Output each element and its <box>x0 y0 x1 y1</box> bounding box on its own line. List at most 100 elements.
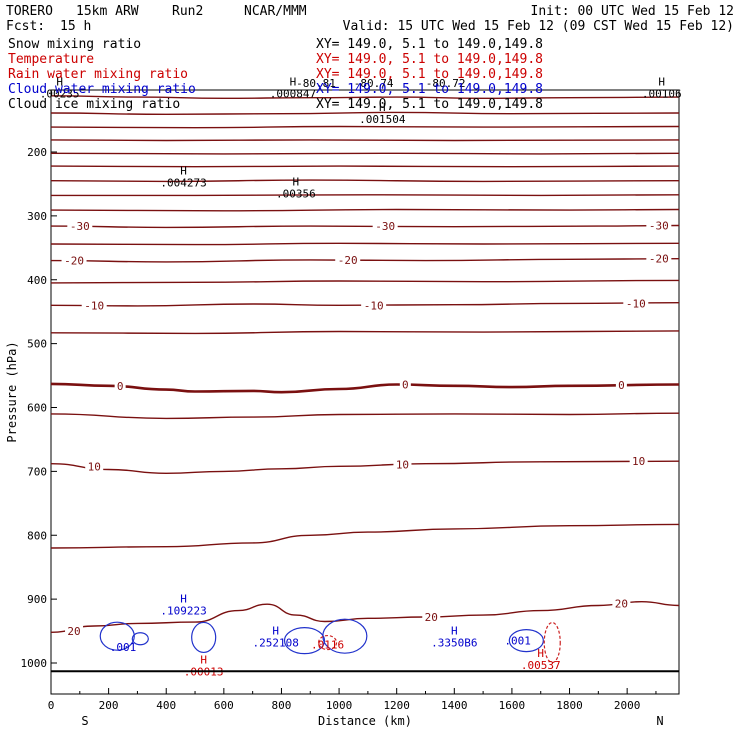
x-tick-label: 1600 <box>499 699 526 712</box>
temperature-contour-line <box>50 302 680 307</box>
temperature-contour-line <box>50 330 680 335</box>
y-tick-label: 600 <box>27 402 47 415</box>
x-tick-label: 1200 <box>383 699 410 712</box>
x-tick-label: 1000 <box>326 699 353 712</box>
contour-label: -20 <box>64 255 84 268</box>
maximum-symbol: H <box>180 165 187 178</box>
contour-label-bg <box>629 454 648 468</box>
temperature-contour-line <box>50 242 680 246</box>
x-axis: 0 200 400 600 800 1000 1200 1400 1600 1800 2000 <box>48 688 657 712</box>
temperature-contour-line <box>50 382 680 394</box>
temperature-contour-line <box>50 600 680 633</box>
temperature-contour-line <box>50 179 680 183</box>
contour-label-bg <box>361 298 387 312</box>
contour-label-bg <box>61 253 87 267</box>
valid-time: Valid: 15 UTC Wed 15 Feb 12 (09 CST Wed … <box>343 19 734 34</box>
maximum-value: .004273 <box>160 177 206 190</box>
x-tick-label: 400 <box>156 699 176 712</box>
hydrometeor-contour <box>283 627 326 655</box>
legend: Snow mixing ratio XY= 149.0, 5.1 to 149.0… <box>8 37 543 82</box>
model-name: TORERO <box>6 4 53 19</box>
y-tick-label: 300 <box>27 210 47 223</box>
maximum-symbol: H <box>658 75 665 88</box>
contour-label-bg <box>85 459 104 473</box>
plot-frame <box>50 89 680 695</box>
temperature-contour-line <box>51 194 680 197</box>
contour-label: -10 <box>84 299 104 312</box>
temperature-contour-line <box>50 125 680 129</box>
maximum-value: .252108 <box>253 637 299 650</box>
contour-label: -10 <box>364 299 384 312</box>
maximum-value: .00235 <box>40 87 80 100</box>
maximum-symbol: H <box>379 101 386 114</box>
temperature-contour-line <box>50 258 680 263</box>
maximum-symbol: H <box>56 75 63 88</box>
x-tick-label: 800 <box>272 699 292 712</box>
maximum-value: .001 <box>110 641 137 654</box>
maximum-symbol: H <box>272 625 279 638</box>
contour-label: -20 <box>338 254 358 267</box>
fcst-value: 15 h <box>60 19 91 34</box>
legend-xy: XY= 149.0, 5.1 to 149.0,149.8 <box>316 52 543 67</box>
contour-label-bg <box>335 252 361 266</box>
y-tick-label: 400 <box>27 274 47 287</box>
contour-label: -10 <box>626 297 646 310</box>
contour-label-bg <box>422 610 441 624</box>
legend-xy: XY= 149.0, 5.1 to 149.0,149.8 <box>316 67 543 82</box>
hydrometeor-contour <box>508 629 544 653</box>
maximum-value: .109223 <box>160 605 206 618</box>
temperature-contour-line <box>50 279 680 284</box>
top-contour-label: -80.72 <box>426 77 466 90</box>
maximum-symbol: H <box>180 593 187 606</box>
contour-label-bg <box>615 378 627 392</box>
maximum-value: .00356 <box>276 188 316 201</box>
legend-xy: XY= 149.0, 5.1 to 149.0,149.8 <box>316 37 543 52</box>
hydrometeor-contour <box>131 632 149 646</box>
y-tick-label: 200 <box>27 146 47 159</box>
y-tick-label: 500 <box>27 338 47 351</box>
x-tick-label: 1400 <box>441 699 468 712</box>
y-tick-label: 900 <box>27 593 47 606</box>
hydrometeor-contours <box>99 618 561 664</box>
contour-label: 0 <box>117 380 124 393</box>
legend-label: Cloud water mixing ratio <box>8 82 196 97</box>
contour-label-bg <box>623 296 649 310</box>
y-tick-label: 800 <box>27 529 47 542</box>
legend-label: Snow mixing ratio <box>8 37 141 52</box>
x-tick-label: 1800 <box>556 699 583 712</box>
x-tick-label: 2000 <box>614 699 641 712</box>
init-time: Init: 00 UTC Wed 15 Feb 12 <box>531 4 735 19</box>
maximum-value: .0116 <box>311 639 344 652</box>
contour-label: 10 <box>88 460 101 473</box>
contour-labels: -30 -30 -30 -20 -20 -20 -10 -10 -10 0 0 0 10 10 10 20 20… <box>61 218 672 638</box>
temperature-contour-line <box>50 111 680 116</box>
contour-label: 0 <box>618 379 625 392</box>
contour-label-bg <box>646 251 672 265</box>
maximum-symbol: H <box>290 75 297 88</box>
contour-label: 10 <box>396 458 409 471</box>
legend-label: Cloud ice mixing ratio <box>8 97 180 112</box>
maximum-value: .001 <box>504 635 531 648</box>
maximum-value: .00537 <box>521 659 561 672</box>
contour-label: 20 <box>425 611 438 624</box>
contour-label: 20 <box>67 625 80 638</box>
legend-label: Rain water mixing ratio <box>8 67 188 82</box>
contour-label: 20 <box>615 598 628 611</box>
y-axis-label: Pressure (hPa) <box>5 341 19 442</box>
temperature-contour-line <box>50 208 680 212</box>
y-axis: 200 300 400 500 600 700 800 900 1000 <box>21 146 57 670</box>
temperature-contour-line <box>50 523 680 549</box>
top-contour-label: -80.74 <box>354 77 394 90</box>
contour-label: 10 <box>632 455 645 468</box>
contour-label: 0 <box>402 379 409 392</box>
legend-xy: XY= 149.0, 5.1 to 149.0,149.8 <box>316 97 543 112</box>
x-tick-label: 600 <box>214 699 234 712</box>
y-tick-label: 700 <box>27 465 47 478</box>
contour-label-bg <box>67 219 93 233</box>
contour-label-bg <box>612 596 631 610</box>
fcst-label: Fcst: <box>6 19 45 34</box>
temperature-contours <box>50 95 680 633</box>
x-tick-label: 200 <box>99 699 119 712</box>
